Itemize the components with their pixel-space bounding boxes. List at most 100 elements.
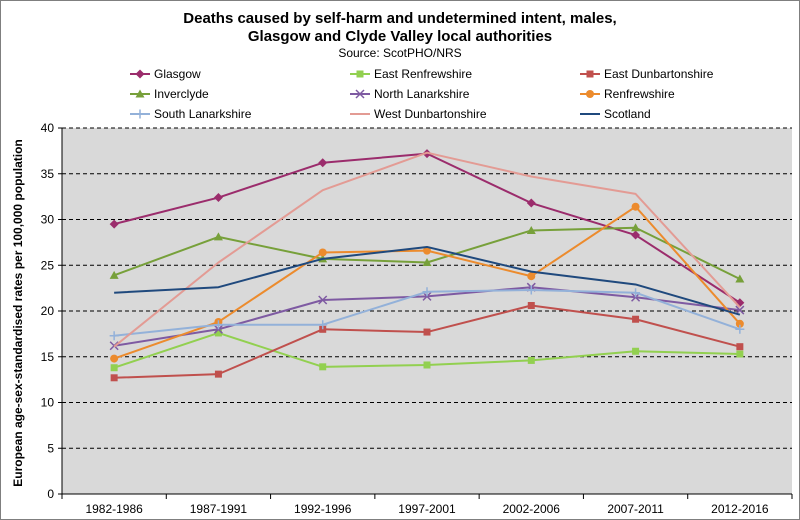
legend: Glasgow East Renfrewshire East Dunbartonsh… [130,67,714,121]
data-point [735,324,745,334]
data-point [631,223,641,232]
legend-item: Renfrewshire [580,87,675,101]
legend-item: East Renfrewshire [350,67,472,81]
data-point [736,350,744,358]
legend-item: North Lanarkshire [350,87,470,101]
data-point [214,329,222,337]
series-east-renfrewshire [110,329,744,372]
y-tick-label: 30 [41,213,55,227]
legend-label: Renfrewshire [604,87,675,101]
data-point [527,272,536,281]
data-point [735,319,744,328]
x-tick-label: 1982-1986 [85,502,143,516]
data-point [632,315,640,323]
data-point [526,285,536,295]
legend-label: North Lanarkshire [374,87,470,101]
y-tick-label: 35 [41,167,55,181]
tick-labels: 0 5 10 15 20 25 30 35 40 1982-1986 1987-1991 1992-1… [41,121,769,516]
data-point [213,324,223,334]
series-line [113,151,741,348]
data-point [527,356,535,364]
data-point [422,287,432,297]
y-tick-label: 10 [41,396,55,410]
data-point [135,109,145,119]
data-point [735,274,745,283]
data-point [736,343,744,351]
x-tick-label: 2012-2016 [711,502,769,516]
data-point [213,193,223,203]
x-tick-label: 1987-1991 [190,502,248,516]
data-point [735,305,745,315]
series-east-dunbartonshire [110,302,744,382]
legend-item: South Lanarkshire [130,107,252,121]
legend-label: Inverclyde [154,87,209,101]
data-point [527,302,535,310]
data-point [319,363,327,371]
x-tick-label: 2002-2006 [503,502,561,516]
legend-item: West Dunbartonshire [350,107,487,121]
y-tick-label: 15 [41,350,55,364]
series-line [114,245,741,316]
data-point [423,246,431,255]
legend-item: Scotland [580,107,651,121]
data-point [110,364,118,372]
x-tick-label: 1992-1996 [294,502,352,516]
legend-item: Glasgow [130,67,201,81]
legend-item: East Dunbartonshire [580,67,714,81]
series-north-lanarkshire [109,282,745,351]
legend-label: East Dunbartonshire [604,67,714,81]
chart-subtitle: Source: ScotPHO/NRS [338,46,462,60]
data-point [110,374,118,382]
data-point [355,89,365,99]
data-point [631,202,640,211]
series-west-dunbartonshire [113,151,741,348]
data-point [586,90,594,98]
data-point [586,70,594,78]
y-axis-label: European age-sex-standardised rates per … [11,139,25,486]
data-point [213,232,223,241]
legend-label: West Dunbartonshire [374,107,487,121]
data-point [318,320,328,330]
data-point [109,270,119,279]
x-tick-label: 2007-2011 [607,502,664,516]
data-point [213,320,223,330]
data-point [423,361,431,369]
legend-item: Inverclyde [130,87,209,101]
data-point [318,248,327,257]
legend-label: South Lanarkshire [154,107,252,121]
y-tick-label: 5 [47,441,54,455]
legend-label: East Renfrewshire [374,67,472,81]
data-point [631,288,641,298]
data-point [109,219,119,229]
data-point [422,291,432,301]
data-point [214,370,222,378]
legend-label: Glasgow [154,67,201,81]
data-point [526,198,536,208]
data-point [135,69,145,79]
chart-title-line-1: Deaths caused by self-harm and undetermi… [183,10,617,27]
axes [58,127,793,499]
y-tick-label: 0 [47,487,54,501]
legend-label: Scotland [604,107,651,121]
x-tick-label: 1997-2001 [398,502,456,516]
y-tick-label: 25 [41,258,55,272]
data-point [318,158,328,168]
data-point [632,347,640,355]
chart-title-line-2: Glasgow and Clyde Valley local authoriti… [247,28,553,45]
data-point [631,230,641,240]
series-south-lanarkshire [109,285,745,341]
data-point [318,295,328,305]
data-point [356,70,364,78]
series-scotland [114,245,741,316]
data-point [109,331,119,341]
data-point [526,225,536,234]
y-tick-label: 40 [41,121,55,135]
data-point [110,354,119,363]
gridlines [62,127,792,449]
y-tick-label: 20 [41,304,55,318]
data-point [423,328,431,336]
data-point [319,325,327,333]
series-layer [109,149,745,382]
data-point [135,89,145,98]
